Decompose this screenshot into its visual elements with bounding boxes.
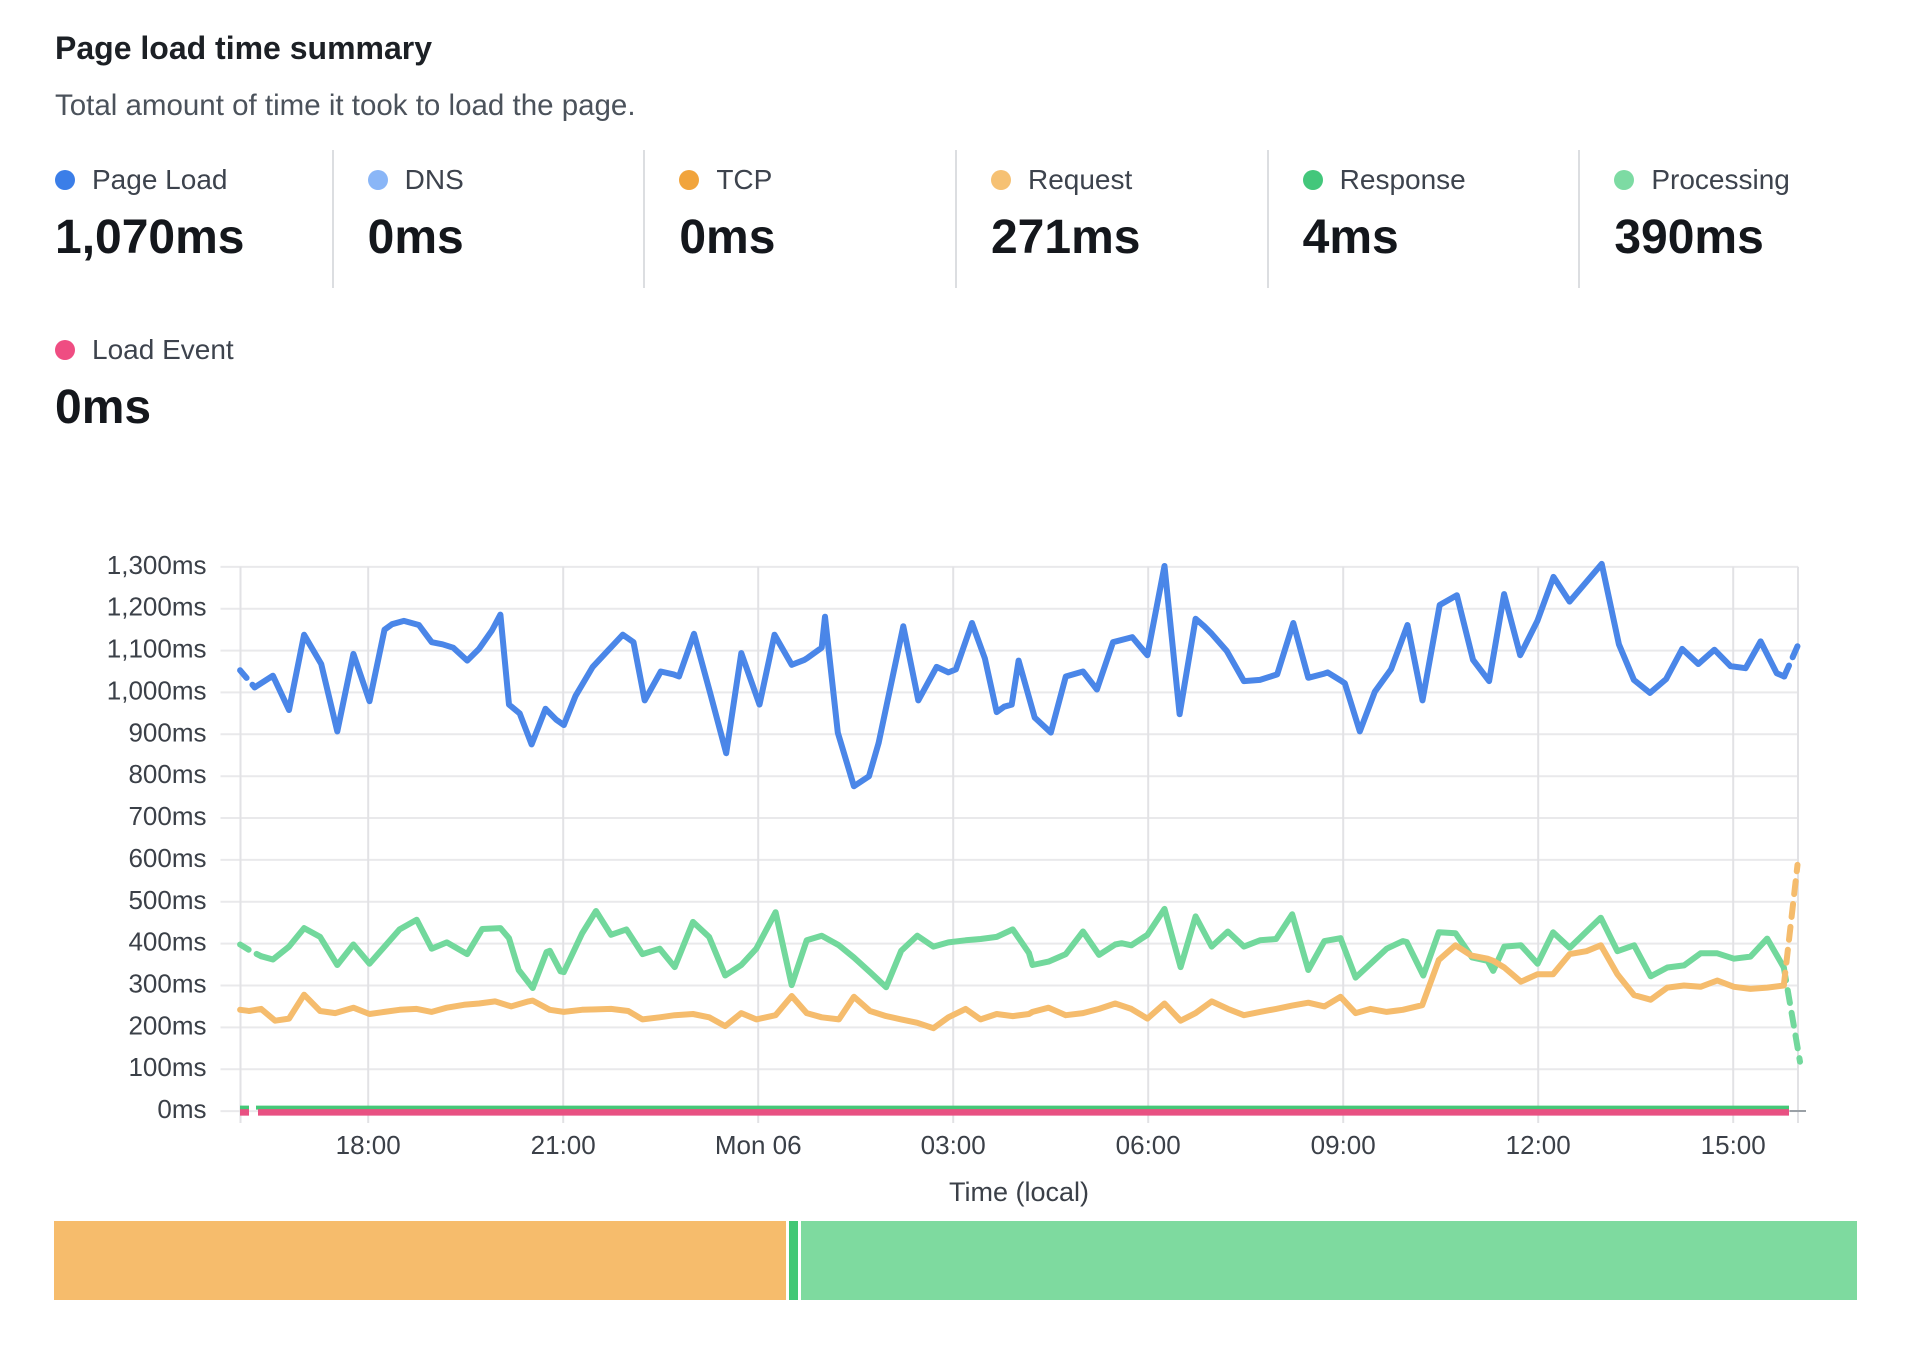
- svg-text:900ms: 900ms: [128, 717, 206, 747]
- svg-text:Mon 06: Mon 06: [715, 1130, 802, 1160]
- svg-text:300ms: 300ms: [128, 969, 206, 999]
- svg-text:400ms: 400ms: [128, 927, 206, 957]
- svg-text:1,000ms: 1,000ms: [107, 675, 207, 705]
- svg-text:1,200ms: 1,200ms: [107, 592, 207, 622]
- svg-text:500ms: 500ms: [128, 885, 206, 915]
- svg-text:18:00: 18:00: [336, 1130, 401, 1160]
- svg-text:600ms: 600ms: [128, 843, 206, 873]
- svg-text:06:00: 06:00: [1116, 1130, 1181, 1160]
- svg-text:09:00: 09:00: [1311, 1130, 1376, 1160]
- svg-text:0ms: 0ms: [157, 1094, 206, 1124]
- svg-text:03:00: 03:00: [921, 1130, 986, 1160]
- svg-text:700ms: 700ms: [128, 801, 206, 831]
- svg-text:800ms: 800ms: [128, 759, 206, 789]
- svg-text:200ms: 200ms: [128, 1010, 206, 1040]
- svg-text:1,100ms: 1,100ms: [107, 634, 207, 664]
- svg-text:21:00: 21:00: [531, 1130, 596, 1160]
- svg-text:Time (local): Time (local): [949, 1177, 1089, 1207]
- svg-text:1,300ms: 1,300ms: [107, 550, 207, 580]
- svg-text:12:00: 12:00: [1506, 1130, 1571, 1160]
- svg-text:15:00: 15:00: [1701, 1130, 1766, 1160]
- svg-text:100ms: 100ms: [128, 1052, 206, 1082]
